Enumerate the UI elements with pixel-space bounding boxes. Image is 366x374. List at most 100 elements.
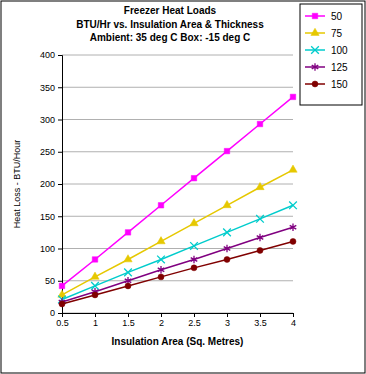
tick-mark <box>95 313 96 317</box>
marker <box>59 301 65 307</box>
tick-mark <box>58 55 62 56</box>
series-line <box>62 241 293 304</box>
legend-marker <box>311 46 319 54</box>
tick-mark <box>58 313 62 314</box>
marker <box>191 265 197 271</box>
title: Freezer Heat Loads <box>124 5 217 16</box>
tick-mark <box>194 313 195 317</box>
marker <box>257 121 262 126</box>
tick-label: 400 <box>40 50 55 60</box>
marker <box>289 201 297 209</box>
marker <box>256 215 264 223</box>
marker <box>190 242 198 250</box>
marker <box>224 245 231 253</box>
tick-mark <box>227 313 228 317</box>
marker <box>289 165 297 172</box>
tick-label: 200 <box>40 179 55 189</box>
tick-mark <box>62 313 63 317</box>
marker <box>125 230 130 235</box>
tick-label: 3 <box>225 318 230 328</box>
marker <box>191 175 196 180</box>
marker <box>256 182 264 189</box>
tick-label: 1 <box>93 318 98 328</box>
marker <box>92 292 98 298</box>
tick: 4 <box>291 313 296 328</box>
tick-label: 0 <box>50 308 55 318</box>
tick: 300 <box>40 115 62 125</box>
tick-label: 2.5 <box>188 318 201 328</box>
marker <box>191 256 198 264</box>
tick-label: 4 <box>291 318 296 328</box>
marker <box>124 255 132 262</box>
tick: 200 <box>40 179 62 189</box>
tick-mark <box>58 184 62 185</box>
legend: 5075100125150 <box>300 4 362 105</box>
tick: 3.5 <box>254 313 267 328</box>
subtitle: Ambient: 35 deg C Box: -15 deg C <box>90 32 251 43</box>
tick: 1.5 <box>122 313 135 328</box>
tick: 0.5 <box>56 313 69 328</box>
tick: 2.5 <box>188 313 201 328</box>
grid-line <box>62 87 293 88</box>
x-axis-title: Insulation Area (Sq. Metres) <box>112 336 244 347</box>
tick: 100 <box>40 244 62 254</box>
tick: 250 <box>40 147 62 157</box>
marker <box>290 94 295 99</box>
legend-label: 150 <box>331 79 348 90</box>
marker <box>92 257 97 262</box>
legend-marker <box>312 63 319 71</box>
grid <box>62 55 293 313</box>
tick-label: 2 <box>159 318 164 328</box>
grid-line <box>62 55 293 56</box>
tick-mark <box>128 313 129 317</box>
marker <box>59 283 64 288</box>
marker <box>91 272 99 279</box>
tick-label: 0.5 <box>56 318 69 328</box>
y-axis-title: Heat Loss - BTU/Hour <box>12 140 22 229</box>
axis-line <box>58 56 63 314</box>
tick-label: 250 <box>40 147 55 157</box>
marker <box>157 256 165 264</box>
tick: 400 <box>40 50 62 60</box>
marker <box>223 229 231 237</box>
chart: Freezer Heat Loads BTU/Hr vs. Insulation … <box>0 0 366 374</box>
marker <box>257 234 264 242</box>
marker <box>157 237 165 244</box>
legend-label: 75 <box>331 28 343 39</box>
legend-marker <box>312 13 317 18</box>
tick-mark <box>58 87 62 88</box>
y-axis: 0 50 100 150 200 250 300 350 400 <box>40 50 63 318</box>
tick-mark <box>293 313 294 317</box>
tick-label: 300 <box>40 115 55 125</box>
series-line <box>62 97 293 286</box>
marker <box>223 200 231 207</box>
grid-line <box>62 280 293 281</box>
tick-label: 100 <box>40 244 55 254</box>
marker <box>158 274 164 280</box>
tick: 0 <box>50 308 62 318</box>
tick-label: 50 <box>45 276 55 286</box>
tick-label: 350 <box>40 83 55 93</box>
tick-label: 150 <box>40 212 55 222</box>
grid-line <box>62 151 293 152</box>
tick: 2 <box>159 313 164 328</box>
tick-mark <box>58 216 62 217</box>
x-axis: 0.5 1 1.5 2 2.5 3 3.5 4 <box>56 313 296 328</box>
tick-label: 1.5 <box>122 318 135 328</box>
marker <box>290 238 296 244</box>
tick-label: 3.5 <box>254 318 267 328</box>
subtitle: BTU/Hr vs. Insulation Area & Thickness <box>76 19 264 30</box>
marker <box>290 223 297 231</box>
marker <box>224 256 230 262</box>
series-line <box>62 170 293 295</box>
series-line <box>62 205 293 299</box>
axis-line <box>63 314 294 318</box>
grid-line <box>62 184 293 185</box>
tick-mark <box>58 120 62 121</box>
marker <box>224 148 229 153</box>
marker <box>125 283 131 289</box>
legend-marker <box>311 28 319 35</box>
tick-mark <box>58 281 62 282</box>
marker <box>158 266 165 274</box>
legend-label: 125 <box>331 62 348 73</box>
